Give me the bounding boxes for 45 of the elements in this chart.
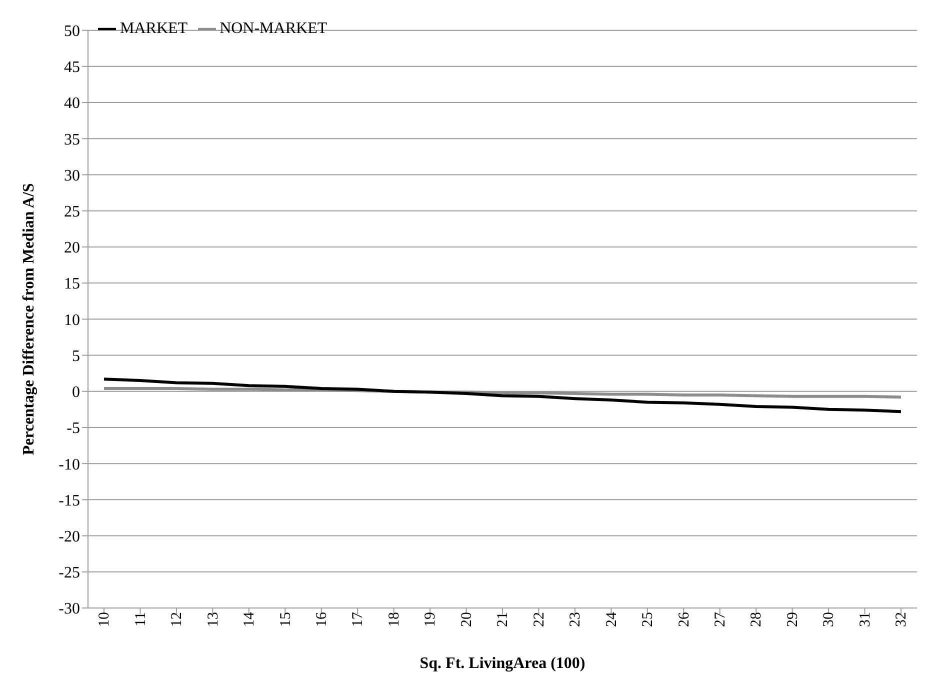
x-tick-label: 11 [132,612,149,626]
y-tick-label: 35 [64,131,80,148]
x-tick-label: 23 [568,612,584,627]
x-axis-title: Sq. Ft. LivingArea (100) [420,655,586,672]
x-tick-label: 17 [350,612,366,627]
x-tick-label: 18 [386,612,402,627]
x-tick-label: 21 [495,612,512,627]
y-tick-label: 45 [64,59,80,76]
y-tick-label: 30 [64,167,80,184]
y-tick-label: 5 [72,348,80,365]
x-tick-label: 30 [821,612,838,627]
x-tick-label: 14 [242,612,258,627]
x-tick-label: 28 [748,612,765,627]
y-tick-label: 20 [64,240,80,257]
y-tick-label: 0 [72,384,80,402]
y-tick-label: -30 [58,600,80,618]
y-tick-label: 50 [64,23,80,40]
x-tick-label: 20 [458,612,475,627]
legend-label: NON-MARKET [220,20,328,37]
y-tick-label: -20 [58,528,80,546]
x-tick-label: 10 [96,612,113,627]
y-tick-label: 25 [64,204,80,221]
x-tick-label: 24 [604,612,620,627]
x-tick-label: 12 [169,612,186,627]
x-tick-label: 19 [422,612,439,627]
y-tick-label: 40 [64,95,80,112]
x-tick-label: 31 [857,612,874,627]
y-tick-label: 10 [64,312,80,329]
y-tick-label: -25 [58,564,80,582]
legend-label: MARKET [120,20,188,37]
y-tick-label: -15 [58,492,80,510]
x-tick-label: 13 [205,612,222,627]
y-axis-title: Percentage Difference from Median A/S [20,183,38,456]
x-tick-label: 16 [314,612,330,627]
x-tick-label: 27 [712,612,729,627]
y-tick-label: -5 [66,420,80,438]
x-tick-label: 32 [894,612,910,627]
line-series [102,378,902,414]
x-tick-label: 29 [784,612,801,627]
x-tick-label: 22 [531,612,548,627]
y-tick-label: -10 [58,456,80,474]
x-tick-label: 15 [278,612,294,627]
x-tick-label: 26 [676,612,692,627]
y-tick-label: 15 [64,276,80,293]
x-tick-label: 25 [640,612,656,627]
